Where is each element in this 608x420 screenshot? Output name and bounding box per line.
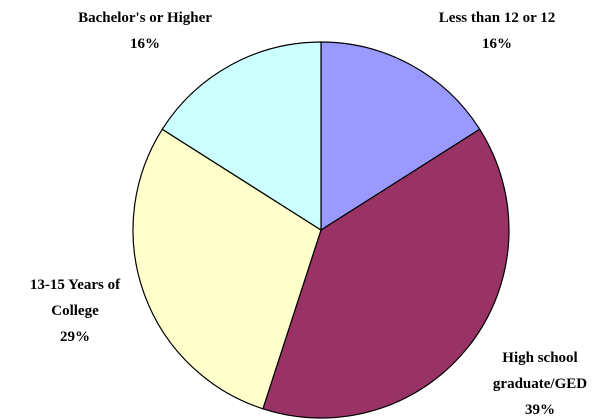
slice-label: Bachelor's or Higher 16%: [45, 5, 245, 57]
category-label: Less than 12 or 12: [438, 10, 556, 26]
category-label: High school graduate/GED: [492, 350, 588, 392]
category-label: 13-15 Years of College: [29, 277, 121, 319]
category-label: Bachelor's or Higher: [78, 10, 212, 26]
pie-slice: [262, 128, 510, 419]
percent-label: 39%: [525, 402, 555, 418]
slice-label: Less than 12 or 12 16%: [397, 5, 597, 57]
slice-label: 13-15 Years of College 29%: [15, 272, 135, 350]
pie-slice: [161, 41, 322, 232]
percent-label: 16%: [482, 36, 512, 52]
pie-slice: [132, 128, 322, 410]
percent-label: 29%: [60, 329, 90, 345]
pie-slice: [320, 41, 481, 232]
percent-label: 16%: [130, 36, 160, 52]
slice-label: High school graduate/GED 39%: [480, 345, 600, 420]
